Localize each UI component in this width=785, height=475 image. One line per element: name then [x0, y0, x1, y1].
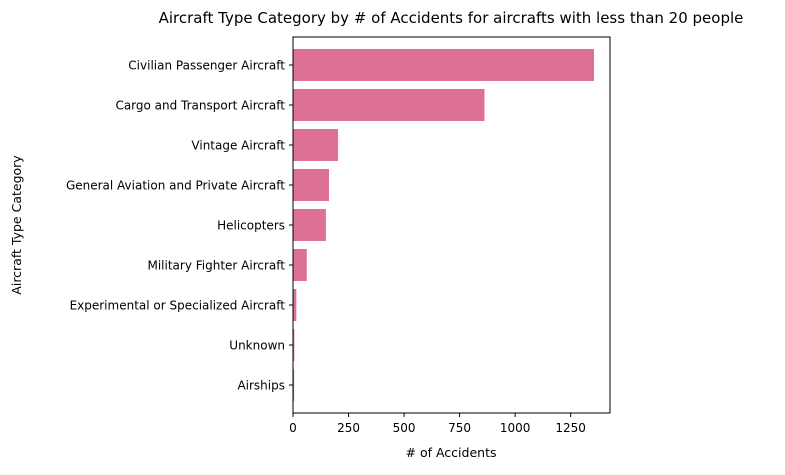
bar-helicopters — [293, 209, 326, 241]
bar-cargo-and-transport-aircraft — [293, 89, 485, 121]
x-tick-label: 1250 — [555, 421, 586, 435]
x-tick-label: 500 — [393, 421, 416, 435]
y-tick-label: Unknown — [229, 339, 285, 353]
bar-unknown — [293, 329, 295, 361]
y-tick-label: Vintage Aircraft — [191, 139, 285, 153]
bar-general-aviation-and-private-aircraft — [293, 169, 329, 201]
bar-experimental-or-specialized-aircraft — [293, 289, 297, 321]
y-tick-label: Cargo and Transport Aircraft — [115, 99, 285, 113]
y-tick-label: General Aviation and Private Aircraft — [66, 179, 285, 193]
chart-title: Aircraft Type Category by # of Accidents… — [159, 9, 744, 27]
y-tick-label: Civilian Passenger Aircraft — [128, 59, 285, 73]
x-axis-label: # of Accidents — [406, 445, 497, 460]
y-axis-label: Aircraft Type Category — [9, 155, 24, 295]
y-tick-label: Experimental or Specialized Aircraft — [70, 299, 286, 313]
y-tick-label: Military Fighter Aircraft — [147, 259, 285, 273]
bars-layer — [293, 49, 595, 401]
x-tick-label: 250 — [337, 421, 360, 435]
y-tick-label: Airships — [237, 379, 285, 393]
bar-vintage-aircraft — [293, 129, 339, 161]
y-tick-label: Helicopters — [217, 219, 285, 233]
bar-civilian-passenger-aircraft — [293, 49, 595, 81]
y-axis: Civilian Passenger Aircraft Cargo and Tra… — [66, 59, 293, 393]
x-tick-label: 1000 — [500, 421, 531, 435]
bar-military-fighter-aircraft — [293, 249, 307, 281]
x-tick-label: 0 — [289, 421, 297, 435]
x-axis: 0 250 500 750 1000 1250 — [289, 413, 586, 435]
x-tick-label: 750 — [448, 421, 471, 435]
bar-airships — [293, 369, 295, 401]
